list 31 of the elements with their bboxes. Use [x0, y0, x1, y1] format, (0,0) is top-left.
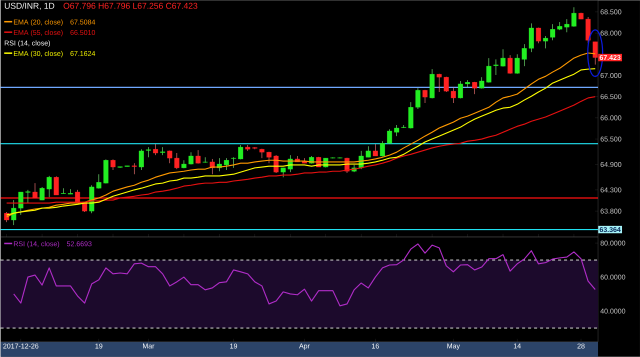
chart-title: USD/INR, 1D [4, 2, 54, 10]
candlestick [153, 144, 158, 156]
candlestick [543, 36, 548, 49]
candlestick [54, 176, 59, 196]
candlestick [472, 82, 478, 94]
candlestick [224, 158, 229, 170]
candlestick [68, 188, 73, 195]
candlestick [188, 152, 194, 165]
candlestick [422, 90, 428, 104]
candlestick [415, 88, 420, 110]
candlestick [465, 80, 470, 88]
candlestick [508, 54, 513, 74]
candlestick [493, 59, 498, 76]
candlestick [536, 27, 541, 44]
candlestick [196, 150, 201, 164]
candlestick [132, 162, 137, 175]
candlestick [32, 182, 38, 198]
candlestick [380, 140, 385, 157]
candlestick [586, 16, 591, 44]
candlestick [430, 68, 435, 99]
candlestick [138, 149, 144, 170]
candlestick [372, 144, 378, 156]
candlestick [387, 129, 392, 144]
candlestick [238, 144, 244, 160]
candlestick [571, 7, 576, 28]
candlestick [146, 146, 151, 158]
candlestick [500, 48, 506, 67]
candlestick [458, 80, 463, 99]
candlestick [231, 157, 236, 168]
annotation: O67.796 H67.796 L67.256 C67.423 [64, 2, 198, 9]
candlestick [110, 159, 116, 170]
